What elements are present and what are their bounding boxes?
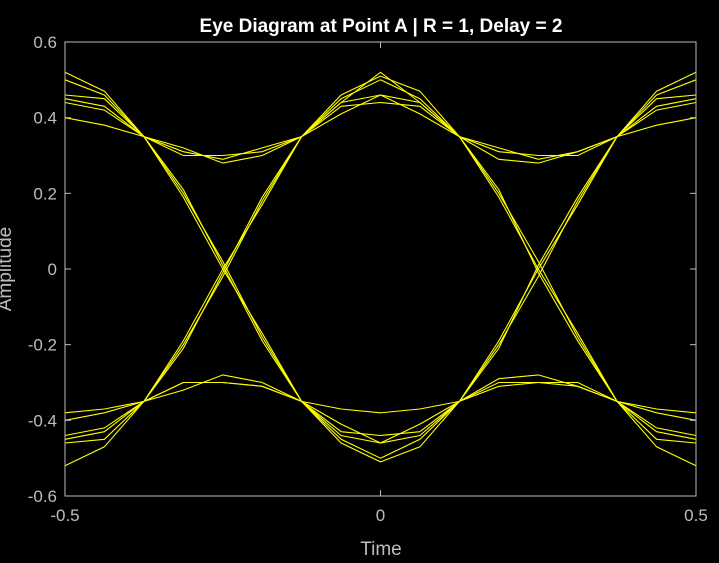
- y-axis-ticks: 0.6 0.4 0.2 0 -0.2 -0.4 -0.6: [28, 33, 696, 506]
- x-tick-label: 0.5: [684, 506, 708, 525]
- x-axis-ticks: -0.5 0 0.5: [50, 42, 708, 525]
- eye-trace-6: [64, 75, 697, 467]
- y-tick-label: 0.6: [33, 33, 57, 52]
- chart-title: Eye Diagram at Point A | R = 1, Delay = …: [200, 16, 563, 37]
- eye-trace-4: [64, 101, 697, 157]
- y-tick-label: 0.2: [33, 184, 57, 203]
- eye-traces: [64, 71, 697, 467]
- y-tick-label: -0.2: [28, 336, 57, 355]
- x-tick-label: 0: [376, 506, 385, 525]
- y-axis-label: Amplitude: [0, 227, 16, 312]
- eye-trace-8: [64, 94, 697, 440]
- y-tick-label: -0.6: [28, 487, 57, 506]
- eye-trace-11: [64, 381, 697, 414]
- x-axis-label: Time: [360, 539, 402, 560]
- eye-trace-2: [64, 94, 697, 459]
- y-tick-label: 0.4: [33, 109, 57, 128]
- y-tick-label: -0.4: [28, 411, 57, 430]
- y-tick-label: 0: [48, 260, 57, 279]
- x-tick-label: -0.5: [50, 506, 79, 525]
- eye-trace-1: [64, 71, 697, 463]
- eye-trace-12: [64, 71, 697, 160]
- eye-trace-7: [64, 79, 697, 444]
